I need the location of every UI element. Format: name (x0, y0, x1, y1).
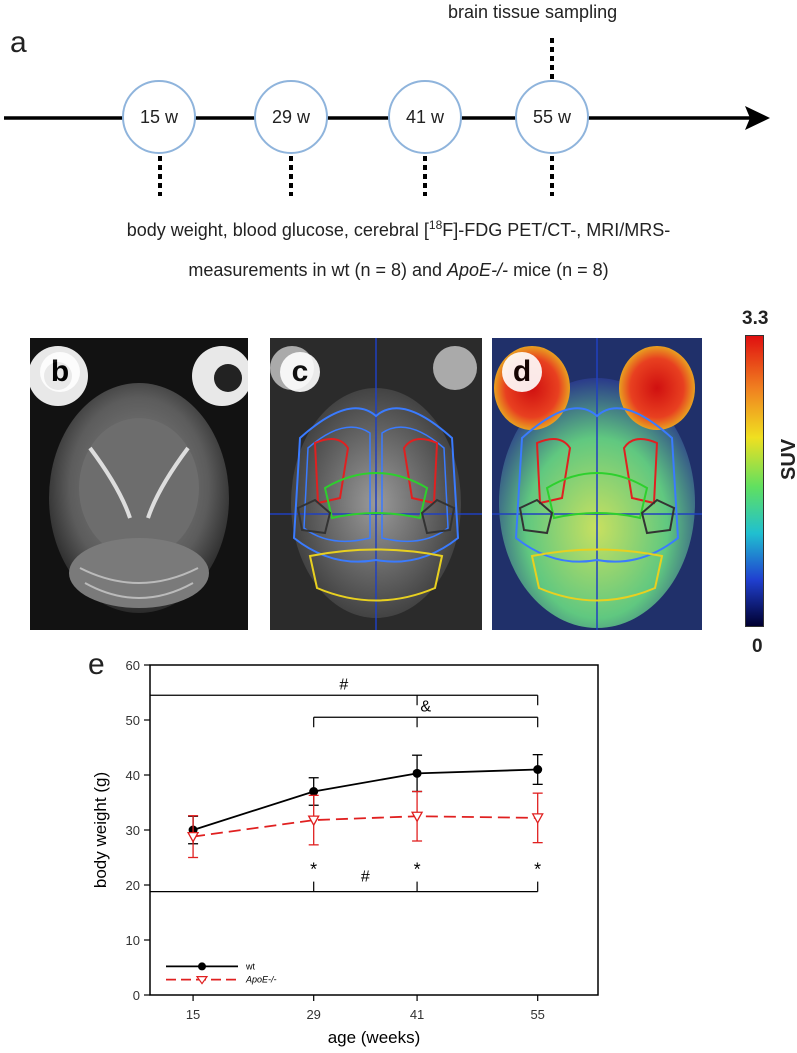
series-line-0 (192, 768, 538, 831)
timepoint-55w: 55 w (515, 80, 589, 154)
y-axis-label: body weight (g) (91, 772, 110, 888)
caption-line-1-post: F]-FDG PET/CT-, MRI/MRS- (442, 220, 671, 240)
mri-roi-panel: c (270, 338, 482, 630)
x-tick-label: 55 (530, 1007, 544, 1022)
mri-roi-image (270, 338, 482, 630)
annotation-hash-bottom: # (361, 869, 370, 886)
legend-label: wt (245, 961, 255, 971)
y-tick-label: 20 (126, 878, 140, 893)
annotation-amp: & (420, 698, 431, 715)
panel-d-letter: d (502, 352, 542, 392)
caption-line-2-post: mice (n = 8) (508, 260, 609, 280)
legend-marker (198, 962, 206, 971)
annotation-star: * (414, 859, 421, 879)
panel-a-letter: a (10, 26, 27, 59)
legend-marker (195, 976, 209, 985)
caption-line-1: body weight, blood glucose, cerebral [18… (0, 218, 797, 241)
panel-b-letter: b (40, 352, 80, 392)
series-line-1 (192, 815, 538, 838)
suv-colorbar (745, 335, 764, 627)
data-point-apoe (307, 815, 320, 827)
data-point-wt (309, 787, 319, 796)
panel-e-letter: e (88, 648, 105, 681)
x-axis-label: age (weeks) (328, 1028, 421, 1047)
data-point-wt (533, 765, 543, 774)
y-tick-label: 50 (126, 713, 140, 728)
y-tick-label: 10 (126, 933, 140, 948)
colorbar-min-label: 0 (752, 636, 763, 657)
x-tick-label: 15 (186, 1007, 200, 1022)
x-tick-label: 29 (306, 1007, 320, 1022)
data-point-wt (412, 768, 422, 778)
data-point-apoe (531, 813, 544, 825)
caption-line-2: measurements in wt (n = 8) and ApoE-/- m… (0, 260, 797, 281)
sampling-label: brain tissue sampling (448, 2, 618, 22)
annotation-star: * (310, 859, 317, 879)
y-tick-label: 40 (126, 768, 140, 783)
data-point-apoe (186, 831, 200, 843)
timepoint-41w: 41 w (388, 80, 462, 154)
data-point-apoe (410, 811, 424, 823)
colorbar-max-label: 3.3 (742, 308, 769, 329)
panel-c-letter: c (280, 352, 320, 392)
colorbar-title: SUV (778, 438, 797, 480)
timepoint-29w: 29 w (254, 80, 328, 154)
annotation-star: * (534, 859, 541, 879)
annotation-hash-top: # (339, 676, 348, 693)
timepoint-15w: 15 w (122, 80, 196, 154)
caption-line-2-pre: measurements in wt (n = 8) and (188, 260, 448, 280)
caption-genotype: ApoE-/- (447, 260, 509, 280)
y-tick-label: 0 (133, 988, 140, 1003)
caption-sup: 18 (428, 218, 443, 232)
x-tick-label: 41 (410, 1007, 424, 1022)
legend-label: ApoE-/- (245, 975, 277, 985)
pet-overlay-panel: d (492, 338, 702, 630)
caption-line-1-pre: body weight, blood glucose, cerebral [ (126, 220, 429, 240)
mri-image-panel: b (30, 338, 248, 630)
y-tick-label: 60 (126, 658, 140, 673)
y-tick-label: 30 (126, 823, 140, 838)
plot-frame (149, 664, 599, 996)
